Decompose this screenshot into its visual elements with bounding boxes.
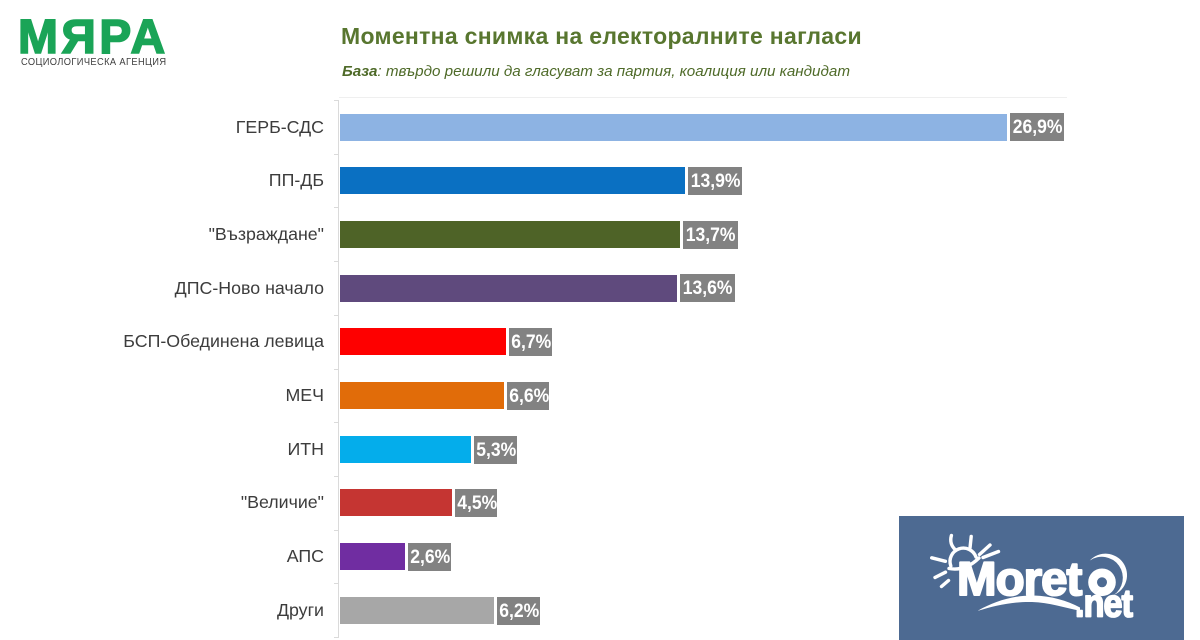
svg-text:Moret: Moret [957, 553, 1082, 606]
svg-text:.net: .net [1075, 581, 1133, 625]
